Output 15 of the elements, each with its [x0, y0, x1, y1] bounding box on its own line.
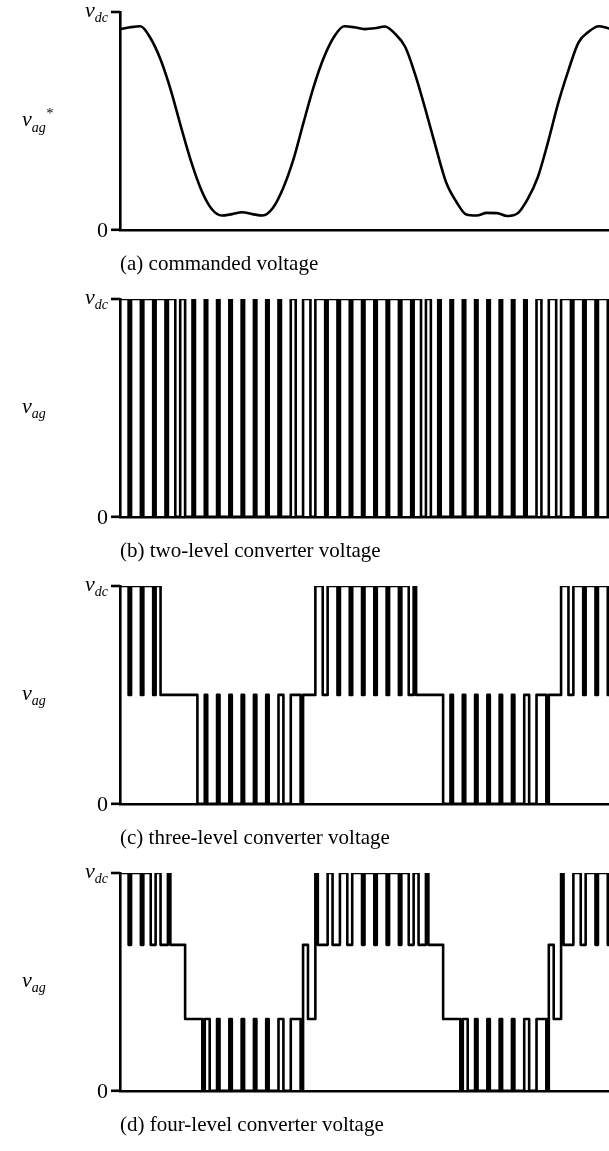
text: (a) commanded voltage — [120, 250, 319, 275]
text: (b) two-level converter voltage — [120, 537, 381, 562]
text: 0 — [97, 503, 108, 529]
y-axis-title: v$_{ag}$ — [22, 392, 46, 422]
text: v$_{dc}$ — [85, 283, 108, 313]
text: 0 — [97, 1077, 108, 1103]
text: v$_{dc}$ — [85, 857, 108, 887]
text: v$_{dc}$ — [85, 0, 108, 26]
y-axis-title: v$_{ag}$ — [22, 966, 46, 996]
text: 0 — [97, 216, 108, 242]
text: (c) three-level converter voltage — [120, 824, 390, 849]
text: 0 — [97, 790, 108, 816]
y-axis-title: v$_{ag}$ — [22, 679, 46, 709]
text: v$_{dc}$ — [85, 570, 108, 600]
text: (d) four-level converter voltage — [120, 1111, 384, 1136]
